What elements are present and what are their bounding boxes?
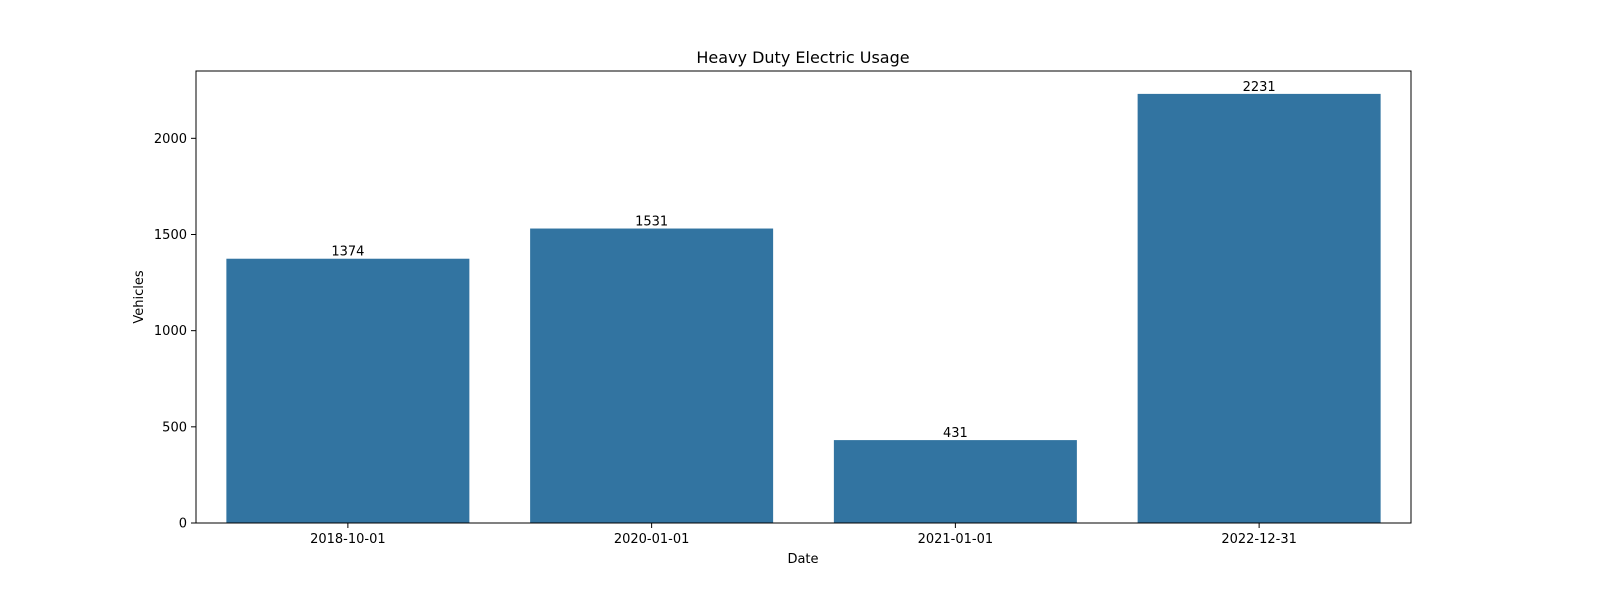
y-axis: 0 500 1000 1500 2000 <box>154 132 196 532</box>
bar-value-label: 2231 <box>1243 80 1276 95</box>
x-axis-label: Date <box>787 552 818 567</box>
y-tick-label: 500 <box>162 420 187 435</box>
bar-2018-10-01 <box>226 258 470 523</box>
bar-2021-01-01 <box>833 440 1077 523</box>
bar-value-label: 1531 <box>635 215 668 230</box>
bar-value-label: 431 <box>943 426 968 441</box>
x-tick-label: 2022-12-31 <box>1221 532 1297 547</box>
y-tick-label: 0 <box>179 517 187 532</box>
bar-2022-12-31 <box>1137 93 1381 523</box>
x-tick-label: 2021-01-01 <box>918 532 994 547</box>
x-tick-label: 2020-01-01 <box>614 532 690 547</box>
y-tick-label: 1500 <box>154 228 187 243</box>
bar-labels-group: 1374 1531 431 2231 <box>331 80 1275 441</box>
x-tick-label: 2018-10-01 <box>310 532 386 547</box>
plot-frame <box>195 70 1412 524</box>
y-tick-label: 1000 <box>154 324 187 339</box>
y-tick-label: 2000 <box>154 132 187 147</box>
bars-group <box>226 93 1381 524</box>
bar-value-label: 1374 <box>331 245 364 260</box>
y-axis-label: Vehicles <box>132 270 147 323</box>
chart-title: Heavy Duty Electric Usage <box>696 48 909 67</box>
bar-2020-01-01 <box>530 228 774 524</box>
x-axis: 2018-10-01 2020-01-01 2021-01-01 2022-12-31 <box>310 523 1297 547</box>
